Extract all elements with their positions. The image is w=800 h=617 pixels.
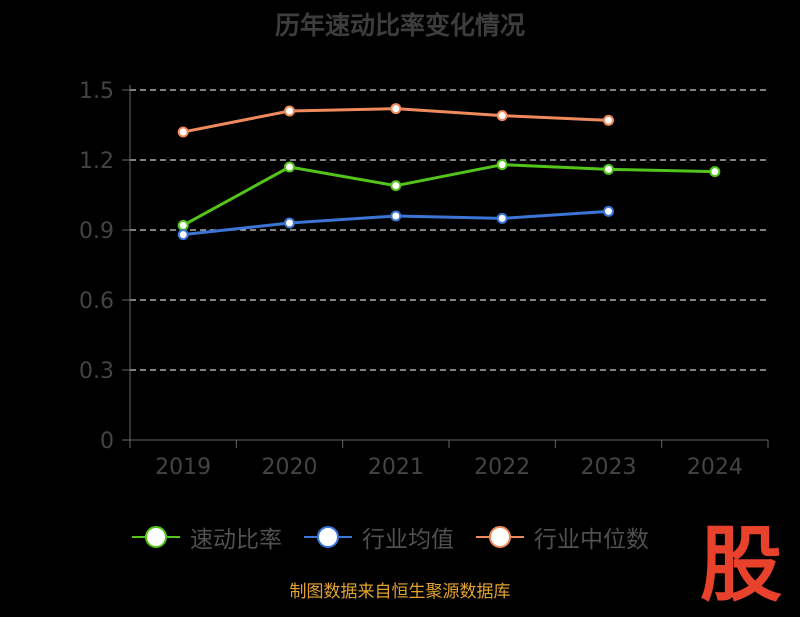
data-point-2-0 bbox=[177, 126, 189, 138]
data-point-0-5 bbox=[709, 166, 721, 178]
data-point-2-2 bbox=[390, 103, 402, 115]
legend-marker-2 bbox=[476, 525, 524, 549]
data-point-1-3 bbox=[496, 212, 508, 224]
legend-label-0: 速动比率 bbox=[190, 527, 282, 553]
data-point-2-1 bbox=[284, 105, 295, 117]
data-point-2-4 bbox=[603, 114, 614, 126]
data-point-0-3 bbox=[496, 159, 508, 171]
legend-label-2: 行业中位数 bbox=[534, 527, 649, 553]
series-line-0 bbox=[182, 163, 715, 227]
brand-stamp: 股 bbox=[699, 518, 782, 613]
x-tick-label: 2023 bbox=[581, 455, 637, 480]
x-tick-label: 2022 bbox=[474, 455, 530, 480]
legend-item-0[interactable]: 速动比率 bbox=[132, 520, 282, 554]
y-tick-label: 1.2 bbox=[79, 149, 114, 174]
x-tick-label: 2024 bbox=[687, 455, 743, 480]
data-point-0-2 bbox=[390, 180, 402, 192]
y-tick-label: 0 bbox=[100, 429, 114, 454]
chart-title: 历年速动比率变化情况 bbox=[274, 11, 525, 40]
data-source-note: 制图数据来自恒生聚源数据库 bbox=[289, 582, 511, 602]
x-tick-label: 2021 bbox=[368, 455, 424, 480]
legend-marker-0 bbox=[132, 525, 180, 549]
x-tick-label: 2020 bbox=[262, 455, 318, 480]
data-point-1-4 bbox=[603, 205, 614, 217]
x-tick-label: 2019 bbox=[155, 455, 211, 480]
legend-item-2[interactable]: 行业中位数 bbox=[476, 520, 649, 554]
data-point-0-0 bbox=[177, 219, 189, 231]
data-point-0-4 bbox=[603, 163, 614, 175]
data-point-0-1 bbox=[284, 161, 295, 173]
y-tick-label: 0.6 bbox=[79, 289, 114, 314]
y-tick-label: 0.9 bbox=[79, 219, 114, 244]
legend-marker-1 bbox=[304, 525, 352, 549]
legend-item-1[interactable]: 行业均值 bbox=[304, 520, 454, 554]
line-chart: 0 0.3 0.6 0.9 1.2 1.5 2019 2020 2021 2022 2023 2024 bbox=[79, 79, 769, 480]
data-point-2-3 bbox=[496, 110, 508, 122]
y-tick-label: 1.5 bbox=[79, 79, 114, 104]
legend: 速动比率 行业均值 行业中位数 bbox=[132, 520, 671, 554]
data-point-1-1 bbox=[284, 217, 295, 229]
legend-label-1: 行业均值 bbox=[362, 527, 454, 553]
data-point-1-2 bbox=[390, 210, 402, 222]
y-tick-label: 0.3 bbox=[79, 359, 114, 384]
data-point-1-0 bbox=[177, 229, 189, 241]
